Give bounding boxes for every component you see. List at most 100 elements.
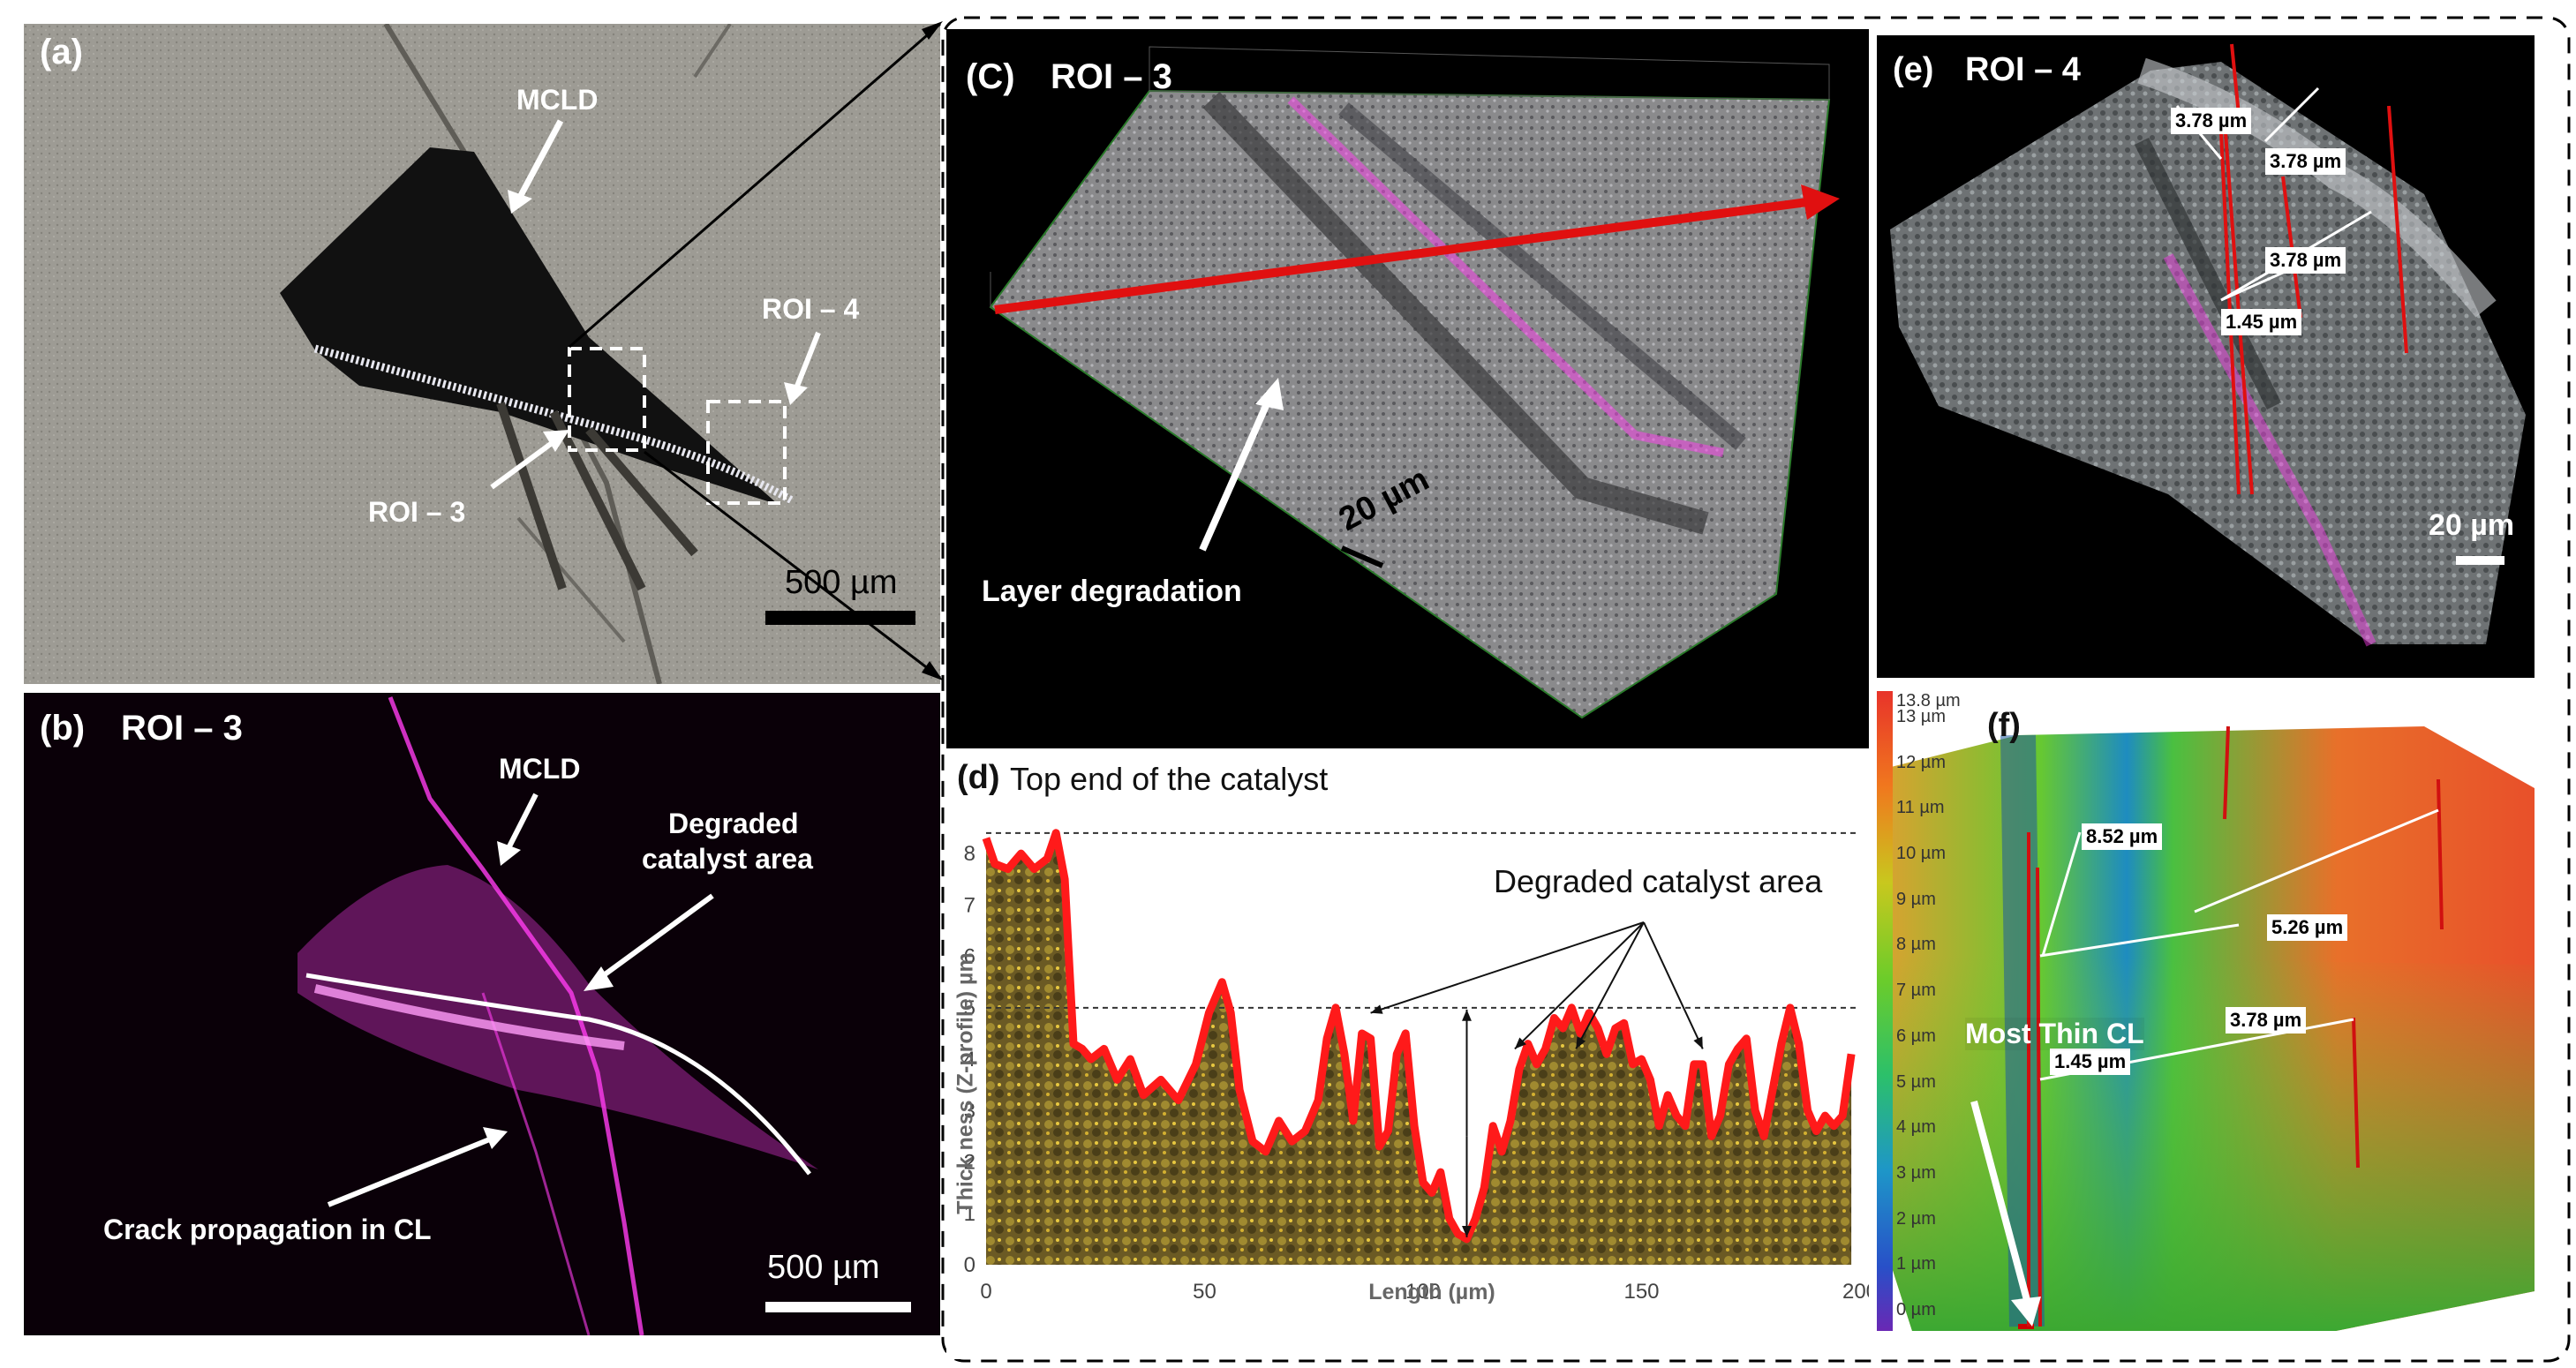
roi4-arrowhead-a: [784, 382, 808, 405]
panel-b-label: (b): [40, 709, 86, 748]
thin-cl-arrow-f: [1970, 1100, 2030, 1302]
degraded-arrow-d2: [1575, 921, 1645, 1049]
crack-label-b: Crack propagation in CL: [103, 1214, 432, 1245]
y-tick-label: 3: [964, 1099, 975, 1123]
scale-label-a: 500 µm: [785, 564, 898, 601]
roi3-arrow-a: [490, 436, 560, 490]
profile-arrow-c: [994, 198, 1808, 314]
red-line-f5: [2352, 1017, 2360, 1169]
degraded-arrow-d3: [1514, 921, 1645, 1050]
y-tick-label: 7: [964, 893, 975, 917]
colorbar-tick-label: 2 µm: [1896, 1208, 1936, 1229]
colorbar-tick-label: 9 µm: [1896, 889, 1936, 909]
crack-arrowhead-b: [483, 1127, 508, 1149]
x-tick-label: 200: [1842, 1280, 1869, 1304]
degraded-arrow-d2-head: [1576, 1036, 1586, 1049]
leader-f2: [2039, 923, 2240, 958]
layer-arrow-c: [1199, 398, 1272, 552]
degraded-arrow-d4: [1643, 921, 1704, 1049]
x-tick-label: 100: [1405, 1280, 1441, 1304]
leader-e2: [2263, 86, 2320, 143]
y-tick-label: 6: [964, 945, 975, 969]
panel-e-image: [1890, 57, 2526, 647]
colorbar-tick-label: 4 µm: [1896, 1117, 1936, 1138]
y-tick-label: 8: [964, 842, 975, 866]
panel-b-image: [298, 696, 818, 1335]
red-line-e3: [2387, 105, 2408, 354]
colorbar-tick-label: 5 µm: [1896, 1071, 1936, 1092]
meas-f1: 8.52 µm: [2082, 823, 2163, 850]
scale-bar-a: [765, 611, 915, 625]
leader-f1: [2041, 831, 2082, 957]
red-line-f2: [2437, 778, 2444, 930]
degraded-arrow-d3-head: [1514, 1037, 1526, 1049]
red-line-f1: [2223, 725, 2230, 820]
x-tick-label: 150: [1623, 1280, 1659, 1304]
panel-f-image: [1877, 691, 2535, 1331]
panel-d-profile-chart: (d) Top end of the catalyst Degraded cat…: [946, 750, 1869, 1359]
y-tick-label: 0: [964, 1253, 975, 1277]
roi3-box-a: [568, 347, 646, 452]
mcld-label-b: MCLD: [499, 753, 581, 785]
meas-e3: 3.78 µm: [2265, 247, 2346, 274]
thin-cl-arrowhead-f: [2011, 1297, 2041, 1327]
panel-f-overlay: [1970, 725, 2444, 1327]
y-tick-label: 1: [964, 1202, 975, 1226]
most-thin-label-f: Most Thin CL: [1965, 1018, 2144, 1050]
profile-line: [982, 829, 1856, 1244]
colorbar-tick-label: 3 µm: [1896, 1162, 1936, 1183]
degraded-arrowhead-b: [584, 966, 614, 991]
top-catalyst-label: Top end of the catalyst: [1010, 761, 1329, 797]
colorbar: [1877, 691, 1893, 1331]
colorbar-tick-label: 12 µm: [1896, 752, 1946, 772]
colorbar-tick-label: 6 µm: [1896, 1026, 1936, 1046]
degraded-line2-b: catalyst area: [642, 843, 813, 875]
colorbar-tick-label: 0 µm: [1896, 1300, 1936, 1319]
degraded-arrow-d1-head: [1370, 1004, 1383, 1014]
panel-b-overlay: [327, 793, 911, 1312]
meas-f4: 1.45 µm: [2050, 1049, 2131, 1075]
panel-d-label: (d): [957, 759, 1000, 796]
crack-arrow-b: [327, 1136, 493, 1207]
mcld-arrowhead-b: [497, 841, 521, 866]
red-line-f4: [2036, 867, 2042, 1327]
roi3-label-a: ROI – 3: [368, 496, 466, 528]
panel-c-overlay: [994, 184, 1840, 568]
panel-a-micrograph: (a) MCLD ROI – 4 ROI – 3 500 µm: [24, 24, 940, 684]
panel-c-3d-roi3: (C) ROI – 3 20 µm Layer degradation: [946, 29, 1869, 748]
degraded-arrow-b: [596, 893, 714, 982]
roi4-box-a: [706, 400, 787, 505]
panel-b-title: ROI – 3: [121, 709, 243, 748]
thickness-arrow-down-head: [1462, 1225, 1472, 1237]
y-tick-label: 4: [964, 1048, 975, 1071]
panel-e-3d-roi4: (e) ROI – 4 3.78 µm 3.78 µm 3.78 µm 1.45…: [1877, 35, 2535, 678]
colorbar-tick-label: 13.8 µm: [1896, 691, 1961, 710]
degraded-area-label-d: Degraded catalyst area: [1494, 863, 1823, 899]
scale-label-b: 500 µm: [767, 1249, 880, 1286]
roi3-arrowhead-a: [543, 430, 569, 452]
meas-e2: 3.78 µm: [2265, 148, 2346, 175]
meas-e4: 1.45 µm: [2221, 309, 2302, 335]
layer-label-c: Layer degradation: [982, 575, 1242, 608]
colorbar-ticks: 13.8 µm 13 µm 12 µm 11 µm 10 µm 9 µm 8 µm 7 µm 6…: [1894, 691, 1974, 1331]
panel-f-label: (f): [1987, 707, 2021, 744]
colorbar-tick-label: 10 µm: [1896, 844, 1946, 864]
meas-f2: 5.26 µm: [2267, 914, 2348, 941]
colorbar-tick-label: 11 µm: [1896, 798, 1945, 818]
mcld-arrowhead-a: [508, 190, 532, 214]
colorbar-tick-label: 1 µm: [1896, 1254, 1936, 1274]
panel-c-image: [989, 46, 1831, 719]
thickness-arrow-up-head: [1462, 1009, 1472, 1021]
panel-a-label: (a): [40, 33, 83, 71]
colorbar-tick-label: 8 µm: [1896, 935, 1936, 955]
catalyst-area-fill: [986, 832, 1852, 1265]
meas-f3: 3.78 µm: [2226, 1007, 2307, 1034]
colorbar-tick-label: 7 µm: [1896, 981, 1936, 1001]
x-axis-label-d: Length (µm): [1368, 1280, 1495, 1304]
y-tick-label: 2: [964, 1151, 975, 1175]
colorbar-tick-label: 13 µm: [1896, 707, 1946, 726]
panel-e-label: (e): [1893, 51, 1934, 88]
panel-e-title: ROI – 4: [1965, 51, 2081, 88]
mcld-arrow-a: [515, 119, 564, 202]
y-axis-label-text: Thick ness (Z-profile) µm: [953, 952, 978, 1214]
